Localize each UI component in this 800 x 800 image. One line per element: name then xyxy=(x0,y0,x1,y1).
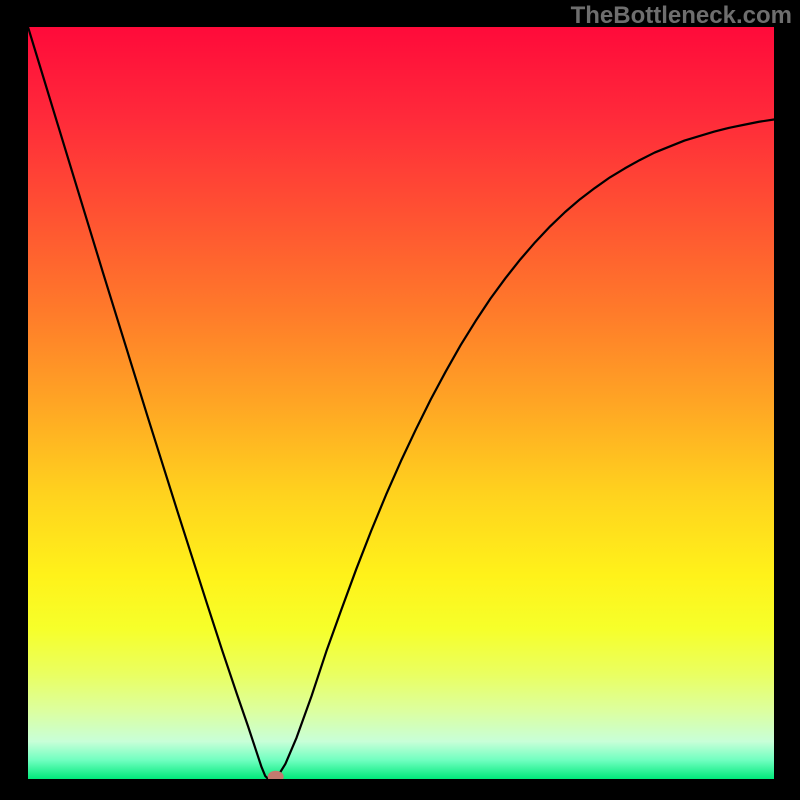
figure-root: TheBottleneck.com xyxy=(0,0,800,800)
watermark-text: TheBottleneck.com xyxy=(571,2,792,30)
bottleneck-chart xyxy=(28,27,774,779)
chart-background xyxy=(28,27,774,779)
